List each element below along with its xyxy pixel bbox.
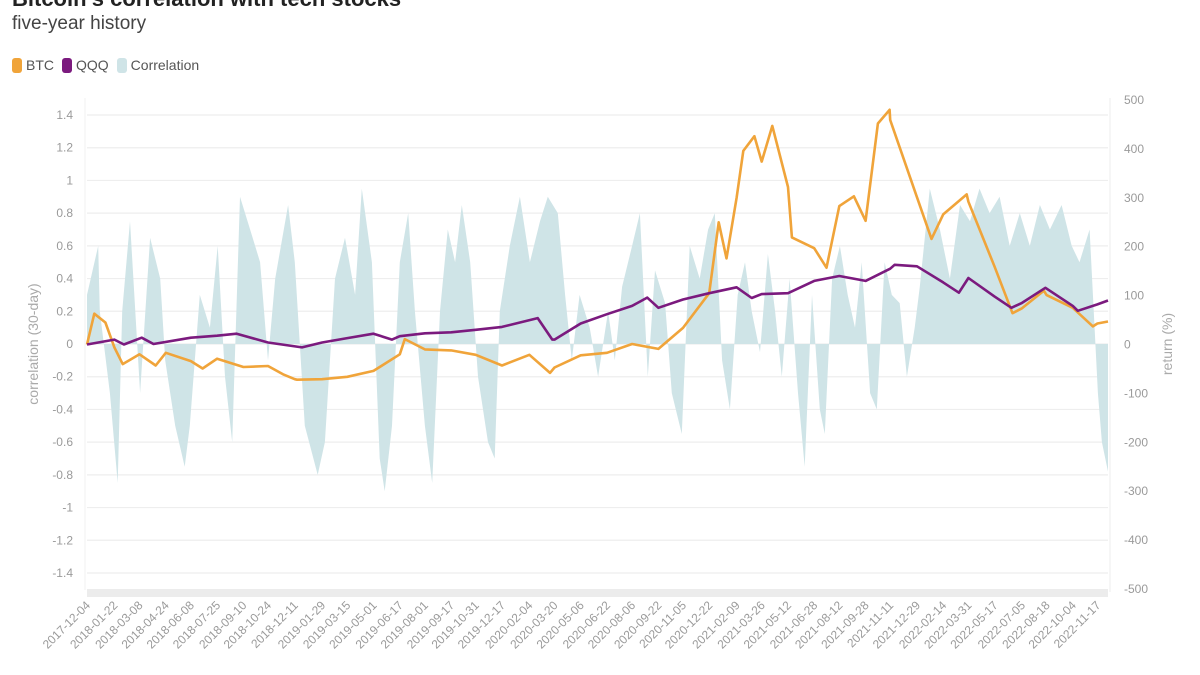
y-left-tick-label: -0.8 — [52, 468, 73, 482]
y-right-tick-label: -200 — [1124, 435, 1148, 449]
legend-label-btc: BTC — [26, 57, 54, 73]
legend-label-qqq: QQQ — [76, 57, 109, 73]
axes: 1.4 1.2 1 0.8 0.6 0.4 0.2 0 -0.2 -0.4 -0.6 -0.8 -1 -1… — [25, 93, 1175, 652]
x-axis-band — [87, 589, 1108, 597]
y-left-tick-label: 0.8 — [56, 206, 73, 220]
y-left-tick-label: 0.4 — [56, 272, 73, 286]
lines-layer — [85, 108, 1109, 381]
legend-swatch-btc — [12, 57, 22, 73]
y-left-tick-label: -1.2 — [52, 533, 73, 547]
y-left-tick-label: 0 — [66, 337, 73, 351]
chart-subtitle: five-year history — [12, 13, 147, 34]
y-left-tick-label: -0.4 — [52, 402, 73, 416]
qqq-line — [86, 263, 1109, 349]
y-right-tick-label: -400 — [1124, 533, 1148, 547]
y-right-axis-title: return (%) — [1159, 313, 1175, 375]
y-left-tick-label: 1.2 — [56, 141, 73, 155]
y-right-tick-label: 200 — [1124, 240, 1144, 254]
y-left-tick-label: -0.6 — [52, 435, 73, 449]
y-left-tick-label: 1 — [66, 173, 73, 187]
btc-line — [85, 108, 1109, 381]
legend-item-qqq[interactable]: QQQ — [62, 57, 109, 73]
legend: BTC QQQ Correlation — [12, 57, 207, 73]
y-left-tick-label: 0.6 — [56, 239, 73, 253]
y-right-tick-label: -300 — [1124, 484, 1148, 498]
y-right-tick-label: -100 — [1124, 386, 1148, 400]
y-left-axis-title: correlation (30-day) — [25, 283, 41, 404]
legend-swatch-correlation — [116, 57, 127, 73]
y-right-tick-label: 500 — [1124, 93, 1144, 107]
correlation-area-layer — [87, 188, 1108, 492]
y-left-tick-label: -1 — [62, 501, 73, 515]
correlation-area — [87, 188, 1108, 492]
y-right-tick-label: 400 — [1124, 142, 1144, 156]
y-left-tick-label: 1.4 — [56, 108, 73, 122]
legend-item-correlation[interactable]: Correlation — [116, 57, 200, 73]
y-left-tick-label: 0.2 — [56, 304, 73, 318]
legend-swatch-qqq — [62, 57, 72, 73]
y-right-tick-label: 300 — [1124, 191, 1144, 205]
legend-label-correlation: Correlation — [130, 57, 200, 73]
y-right-tick-label: 100 — [1124, 289, 1144, 303]
legend-item-btc[interactable]: BTC — [12, 57, 54, 73]
chart-title: Bitcoin's correlation with tech stocks — [12, 0, 401, 12]
y-left-tick-label: -1.4 — [52, 566, 73, 580]
y-left-tick-label: -0.2 — [52, 370, 73, 384]
y-right-tick-label: -500 — [1124, 582, 1148, 596]
y-right-tick-label: 0 — [1124, 338, 1131, 352]
